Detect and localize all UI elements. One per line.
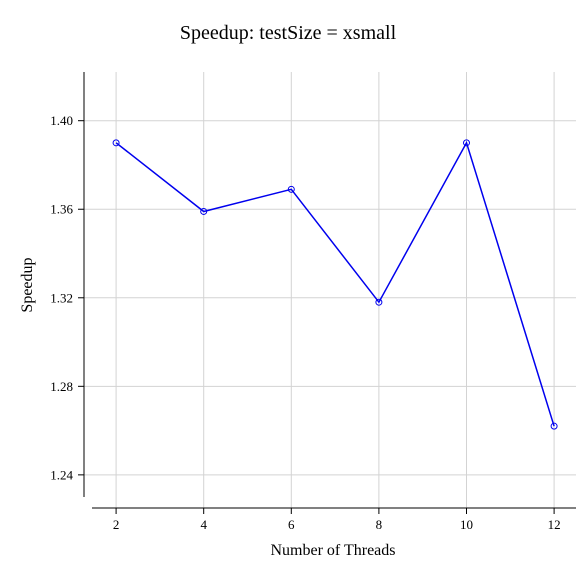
x-tick-label: 2 (113, 517, 120, 532)
x-ticks: 2 4 6 8 10 12 (113, 508, 561, 532)
plot-area (112, 139, 558, 430)
y-axis-label: Speedup (19, 257, 36, 312)
x-tick-label: 12 (548, 517, 561, 532)
x-tick-label: 8 (376, 517, 383, 532)
y-tick-label: 1.28 (50, 379, 73, 394)
data-point (375, 298, 383, 306)
y-tick-label: 1.40 (50, 113, 73, 128)
data-point (287, 185, 295, 193)
x-axis-label: Number of Threads (271, 542, 396, 559)
y-tick-label: 1.24 (50, 467, 73, 482)
data-point (200, 207, 208, 215)
y-tick-label: 1.36 (50, 202, 73, 217)
x-tick-label: 6 (288, 517, 295, 532)
chart-title: Speedup: testSize = xsmall (180, 22, 397, 44)
y-ticks: 1.24 1.28 1.32 1.36 1.40 (50, 113, 84, 482)
data-point (462, 139, 470, 147)
data-point (112, 139, 120, 147)
grid (84, 72, 576, 508)
x-tick-label: 10 (460, 517, 473, 532)
y-tick-label: 1.32 (50, 290, 73, 305)
x-tick-label: 4 (200, 517, 207, 532)
series-line (115, 140, 555, 427)
data-point (550, 422, 558, 430)
